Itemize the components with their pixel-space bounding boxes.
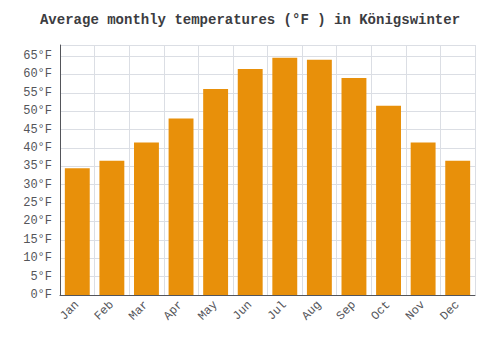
svg-text:65°F: 65°F xyxy=(23,49,52,63)
svg-text:60°F: 60°F xyxy=(23,67,52,81)
svg-text:Feb: Feb xyxy=(92,298,117,323)
svg-text:15°F: 15°F xyxy=(23,233,52,247)
svg-text:40°F: 40°F xyxy=(23,141,52,155)
svg-text:50°F: 50°F xyxy=(23,104,52,118)
svg-text:Average monthly temperatures (: Average monthly temperatures (°F ) in Kö… xyxy=(40,12,460,28)
svg-text:Sep: Sep xyxy=(334,298,359,323)
svg-text:30°F: 30°F xyxy=(23,178,52,192)
svg-text:45°F: 45°F xyxy=(23,123,52,137)
svg-text:25°F: 25°F xyxy=(23,196,52,210)
svg-text:May: May xyxy=(195,298,220,323)
svg-text:Jul: Jul xyxy=(265,298,290,323)
svg-text:Jun: Jun xyxy=(230,298,255,323)
svg-text:35°F: 35°F xyxy=(23,159,52,173)
svg-text:55°F: 55°F xyxy=(23,86,52,100)
svg-text:Jan: Jan xyxy=(57,298,82,323)
svg-text:10°F: 10°F xyxy=(23,251,52,265)
svg-text:Mar: Mar xyxy=(126,298,151,323)
svg-text:Nov: Nov xyxy=(403,298,428,323)
svg-text:0°F: 0°F xyxy=(30,288,52,302)
svg-text:Aug: Aug xyxy=(299,298,324,323)
svg-text:Oct: Oct xyxy=(368,298,393,323)
svg-text:Apr: Apr xyxy=(161,298,186,323)
svg-text:Dec: Dec xyxy=(438,298,463,323)
svg-text:20°F: 20°F xyxy=(23,214,52,228)
svg-text:5°F: 5°F xyxy=(30,270,52,284)
